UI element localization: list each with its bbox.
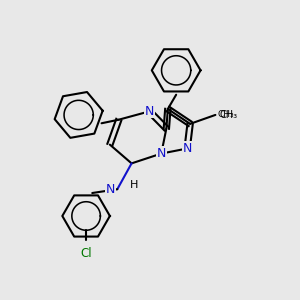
Text: CH₃: CH₃ — [218, 110, 234, 118]
Text: N: N — [106, 183, 116, 196]
Text: H: H — [130, 180, 138, 190]
Text: N: N — [157, 147, 166, 160]
Text: N: N — [145, 105, 154, 118]
Text: N: N — [182, 142, 192, 155]
Text: Cl: Cl — [80, 247, 92, 260]
Text: CH₃: CH₃ — [220, 110, 238, 120]
